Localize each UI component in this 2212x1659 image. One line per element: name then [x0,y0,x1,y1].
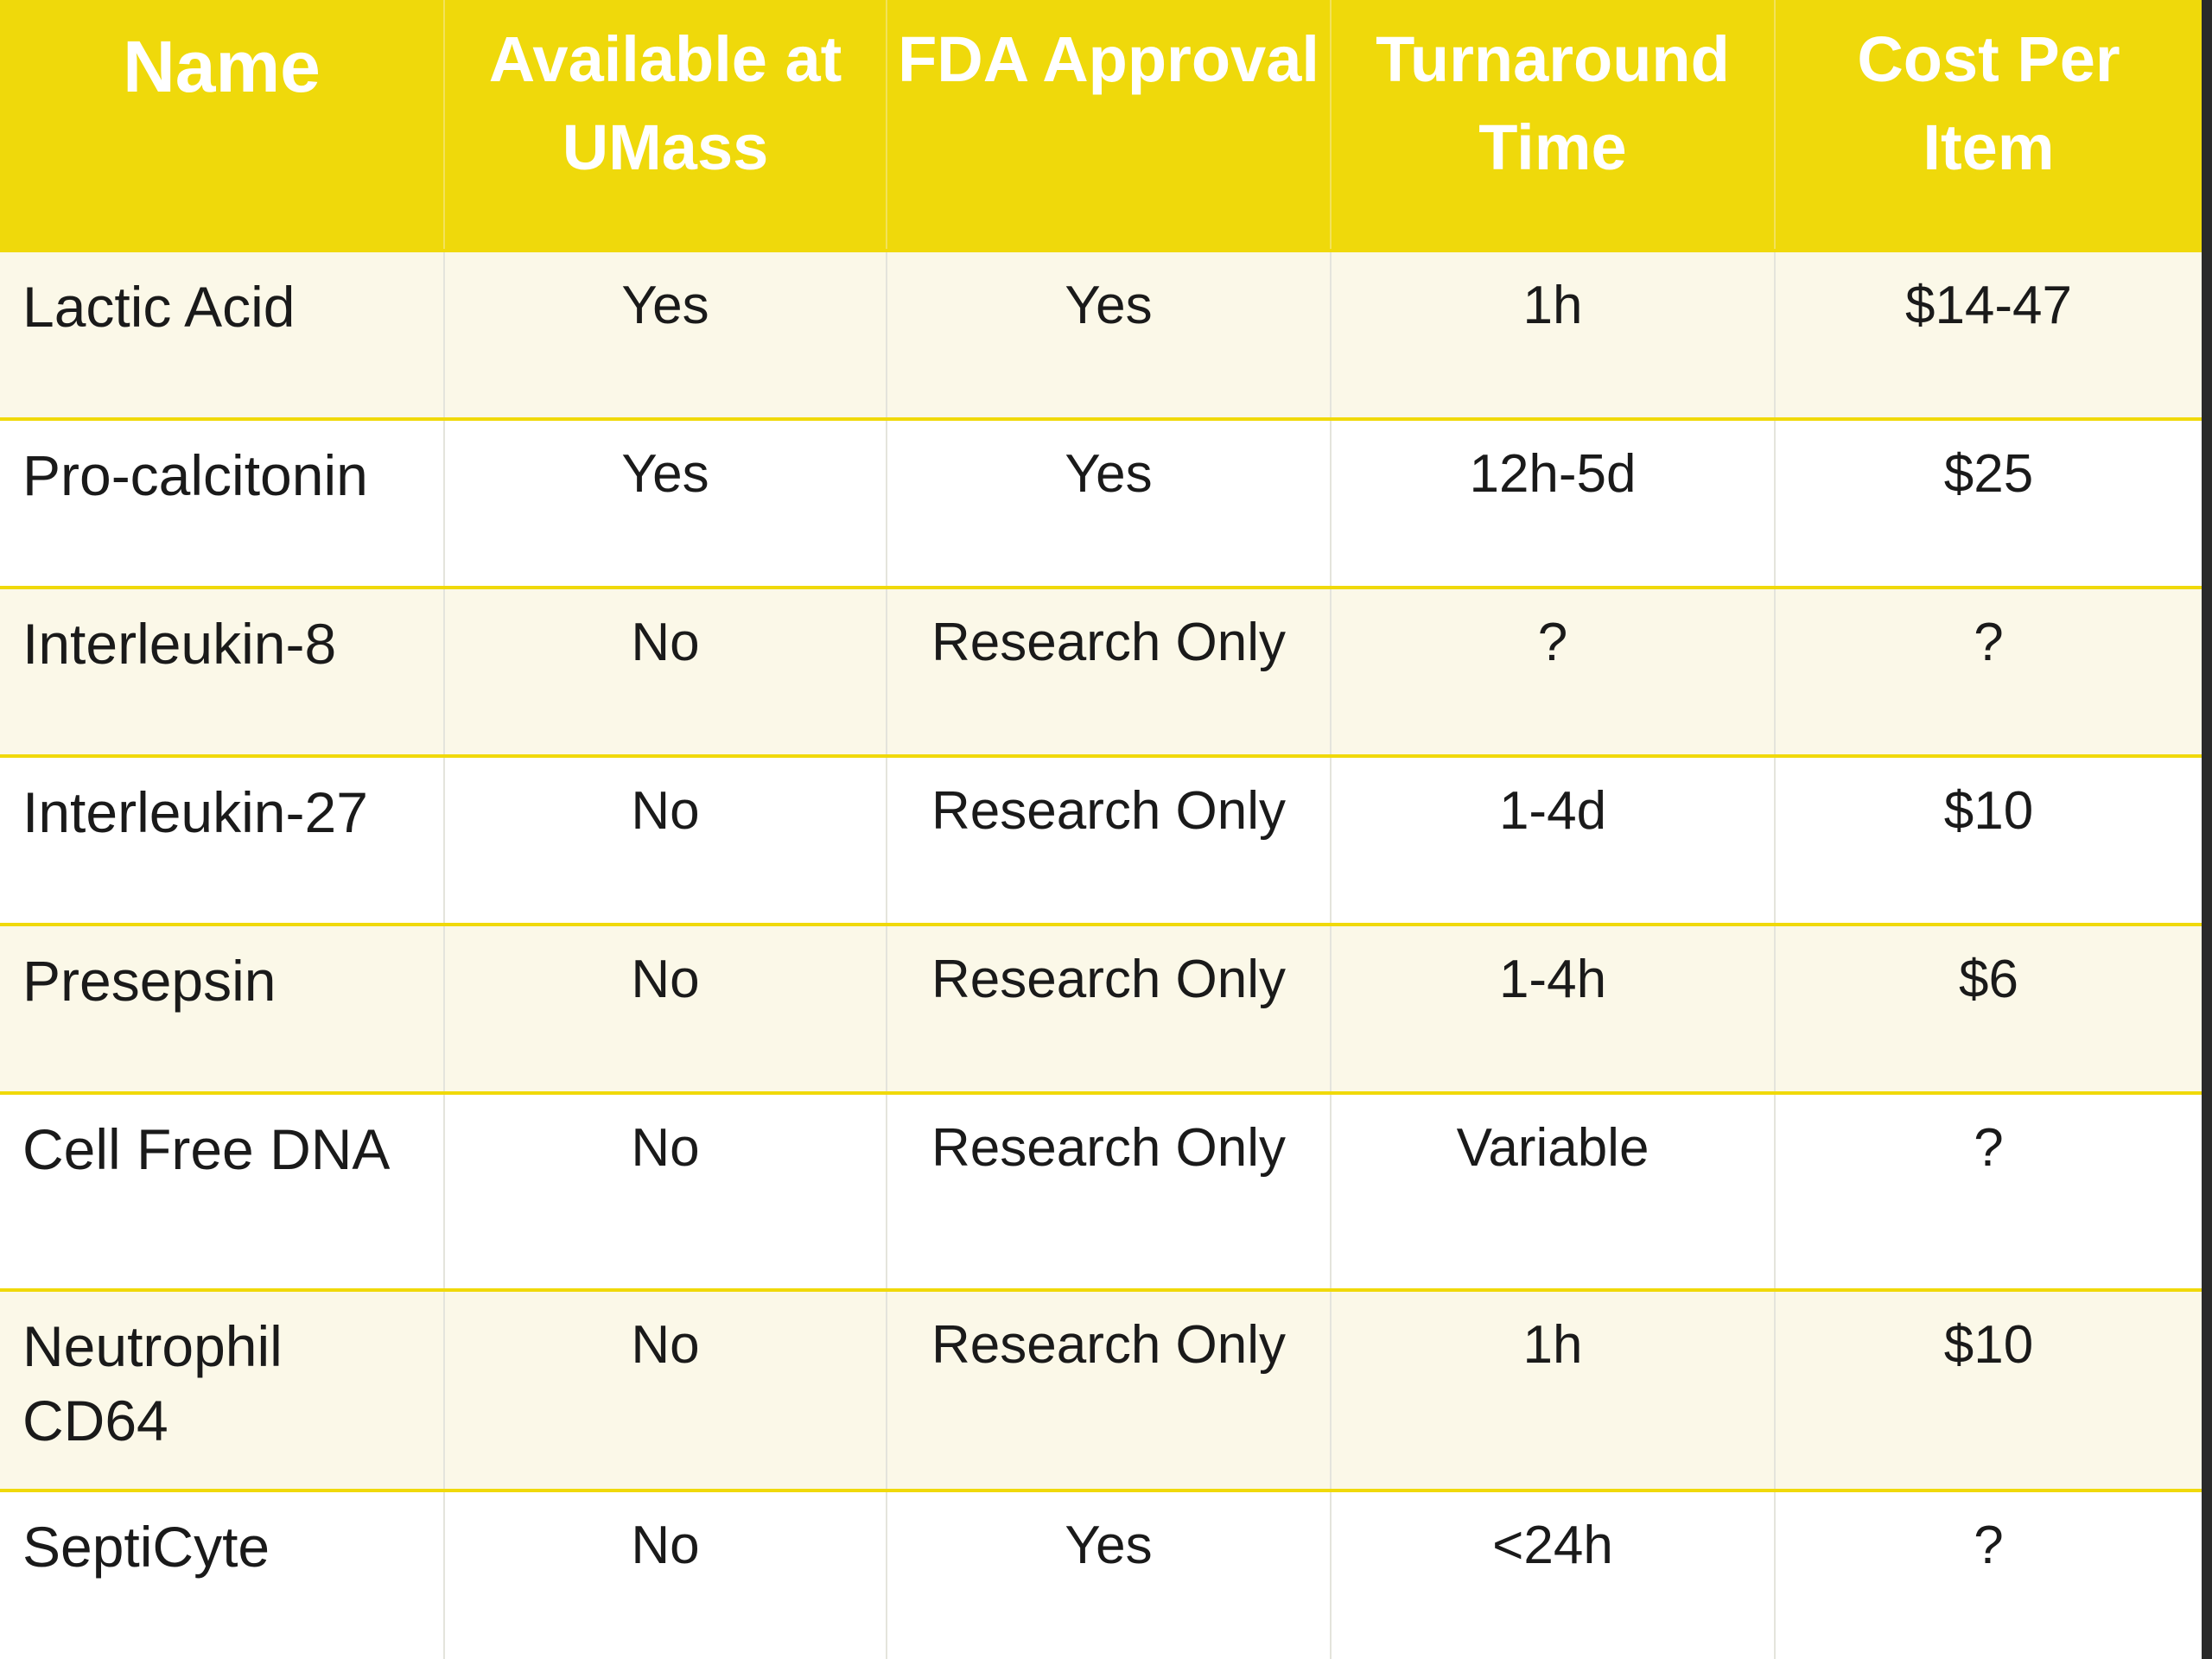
header-available-at-umass: Available at UMass [443,0,887,251]
table-row: Pro-calcitonin Yes Yes 12h-5d $25 [0,417,2202,588]
cell-cost: ? [1774,1489,2202,1659]
cell-cost: $25 [1774,417,2202,588]
cell-umass: No [443,586,887,756]
cell-name: SeptiCyte [0,1489,444,1659]
cell-name: Neutrophil CD64 [0,1288,444,1491]
cell-fda: Research Only [886,1288,1331,1491]
cell-time: 12h-5d [1330,417,1775,588]
table-row: Presepsin No Research Only 1-4h $6 [0,923,2202,1093]
header-fda-approval: FDA Approval [886,0,1331,251]
cell-cost: $10 [1774,1288,2202,1491]
header-cost-per-item: Cost Per Item [1774,0,2202,251]
cell-umass: Yes [443,417,887,588]
cell-time: 1h [1330,1288,1775,1491]
cell-time: ? [1330,586,1775,756]
header-turnaround-time: Turnaround Time [1330,0,1775,251]
cell-umass: No [443,923,887,1093]
table-row: Lactic Acid Yes Yes 1h $14-47 [0,249,2202,419]
header-name: Name [0,0,444,251]
cell-name: Interleukin-8 [0,586,444,756]
cell-fda: Research Only [886,754,1331,925]
cell-umass: No [443,1091,887,1290]
table-body: Lactic Acid Yes Yes 1h $14-47 Pro-calcit… [0,249,2202,1659]
cell-name: Presepsin [0,923,444,1093]
header-row: Name Available at UMass FDA Approval Tur… [0,0,2202,251]
cell-time: Variable [1330,1091,1775,1290]
cell-umass: No [443,1489,887,1659]
table-header: Name Available at UMass FDA Approval Tur… [0,0,2202,251]
cell-cost: ? [1774,1091,2202,1290]
cell-time: 1-4h [1330,923,1775,1093]
table-row: Interleukin-27 No Research Only 1-4d $10 [0,754,2202,925]
cell-umass: Yes [443,249,887,419]
cell-fda: Yes [886,1489,1331,1659]
cell-cost: $10 [1774,754,2202,925]
table-row: Neutrophil CD64 No Research Only 1h $10 [0,1288,2202,1491]
cell-time: <24h [1330,1489,1775,1659]
cell-name: Cell Free DNA [0,1091,444,1290]
cell-time: 1-4d [1330,754,1775,925]
cell-cost: $14-47 [1774,249,2202,419]
window-edge [2202,0,2212,1659]
cell-umass: No [443,754,887,925]
cell-umass: No [443,1288,887,1491]
cell-time: 1h [1330,249,1775,419]
cell-fda: Research Only [886,923,1331,1093]
cell-name: Lactic Acid [0,249,444,419]
cell-fda: Research Only [886,586,1331,756]
table-row: Interleukin-8 No Research Only ? ? [0,586,2202,756]
cell-name: Interleukin-27 [0,754,444,925]
cell-cost: $6 [1774,923,2202,1093]
cell-fda: Yes [886,249,1331,419]
cell-cost: ? [1774,586,2202,756]
cell-fda: Yes [886,417,1331,588]
cell-name: Pro-calcitonin [0,417,444,588]
table-row: Cell Free DNA No Research Only Variable … [0,1091,2202,1290]
table-row: SeptiCyte No Yes <24h ? [0,1489,2202,1659]
cell-fda: Research Only [886,1091,1331,1290]
